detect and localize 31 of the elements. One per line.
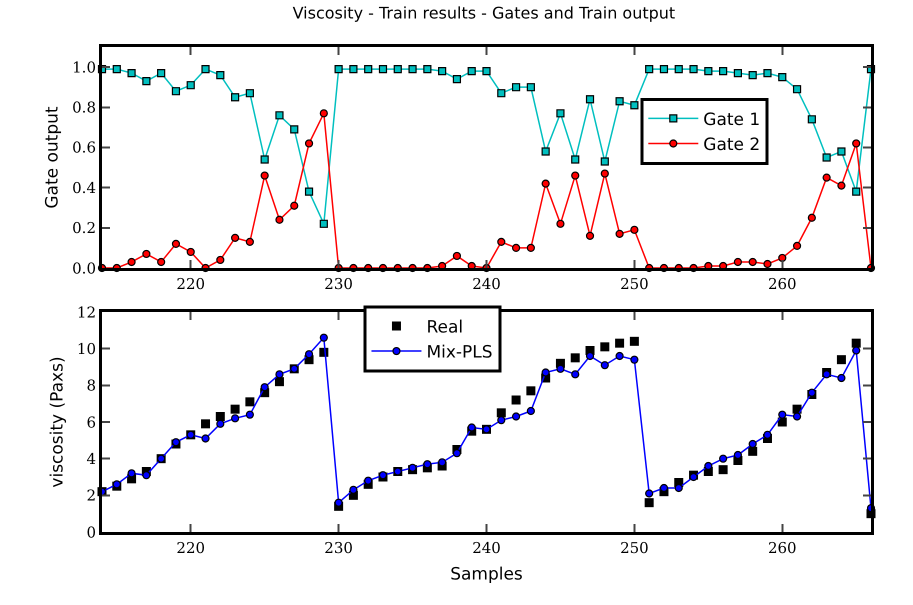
x-tick-label: 260 (768, 539, 797, 557)
legend-label: Gate 2 (703, 135, 760, 156)
chart-title: Viscosity - Train results - Gates and Train output (292, 3, 676, 22)
x-tick-label: 230 (324, 275, 353, 293)
x-tick-label: 260 (768, 275, 797, 293)
y-tick-label: 2 (86, 486, 96, 505)
x-axis-title: Samples (450, 564, 523, 584)
legend-label: Mix-PLS (426, 342, 493, 363)
y-axis-title: viscosity (Paxs) (47, 356, 68, 488)
y-tick-label: 0.2 (72, 219, 96, 238)
y-tick-label: 10 (76, 340, 96, 358)
y-tick-label: 0.4 (72, 178, 96, 197)
y-tick-label: 12 (76, 303, 96, 322)
x-tick-label: 220 (176, 275, 206, 293)
y-tick-label: 8 (86, 376, 96, 395)
x-tick-label: 250 (620, 539, 649, 557)
legend-label: Gate 1 (703, 110, 760, 130)
x-tick-label: 240 (472, 539, 501, 557)
x-tick-label: 240 (472, 275, 501, 293)
y-tick-label: 0.6 (72, 138, 96, 157)
x-tick-label: 230 (324, 539, 353, 557)
y-tick-label: 0.8 (72, 98, 96, 117)
y-tick-label: 1.0 (72, 58, 96, 76)
y-tick-label: 0.0 (72, 259, 96, 278)
y-tick-label: 0 (86, 523, 96, 542)
y-axis-title: Gate output (42, 106, 63, 209)
y-tick-label: 6 (86, 413, 96, 432)
legend-label: Real (426, 318, 464, 338)
x-tick-label: 220 (176, 539, 206, 557)
x-tick-label: 250 (620, 275, 649, 293)
y-tick-label: 4 (86, 450, 96, 468)
